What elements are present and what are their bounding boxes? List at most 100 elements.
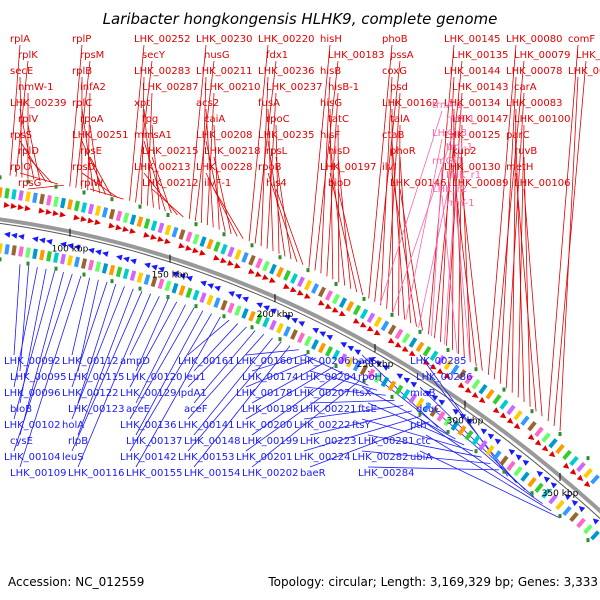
forward-gene-leader-line [19, 76, 23, 178]
forward-gene-leader-line [266, 92, 277, 249]
forward-gene-label: LHK_00100 [514, 114, 570, 125]
reverse-gene-arrow [403, 377, 411, 384]
forward-gene-leader-line [329, 108, 334, 280]
forward-gene-leader-line [19, 108, 35, 180]
forward-gene-leader-line [457, 124, 463, 354]
reverse-gene-arrow [438, 399, 446, 406]
reverse-gene-label: LHK_00284 [358, 468, 414, 479]
reverse-gene-leader-line [77, 284, 117, 404]
reverse-gene-label: cysE [10, 436, 33, 447]
forward-gene-label: psd [390, 82, 408, 93]
forward-gene-leader-line [213, 156, 232, 235]
forward-function-block [366, 312, 376, 324]
forward-gene-arrow [52, 210, 59, 217]
reverse-gene-label: LHK_00137 [126, 436, 182, 447]
forward-gene-leader-line [75, 60, 91, 188]
forward-gene-leader-line [27, 124, 41, 181]
reverse-gene-label: leu1 [184, 372, 206, 383]
reverse-gene-label: aceF [184, 404, 208, 415]
rna-gene-label: LHK_r3 [432, 128, 467, 139]
marker-dot [138, 204, 142, 209]
forward-gene-label: LHK_00252 [134, 34, 190, 45]
reverse-gene-label: LHK_00136 [120, 420, 176, 431]
forward-gene-leader-line [275, 188, 304, 265]
forward-gene-label: coxG [382, 66, 407, 77]
forward-gene-label: metH [506, 162, 533, 173]
reverse-gene-leader-line [245, 375, 352, 452]
reverse-gene-label: rpoH [358, 372, 382, 383]
reverse-gene-arrow [375, 361, 383, 367]
forward-gene-label: infA2 [80, 82, 106, 93]
marker-dot [110, 279, 114, 284]
forward-gene-leader-line [461, 156, 471, 363]
forward-function-block [185, 231, 193, 243]
forward-gene-label: LHK_00146 [390, 178, 446, 189]
reverse-function-block [11, 245, 17, 256]
rna-label-lines [379, 110, 471, 363]
reverse-gene-arrow [158, 266, 165, 273]
reverse-function-block [401, 388, 411, 400]
forward-function-block [11, 189, 17, 200]
reverse-gene-arrow [382, 365, 390, 371]
forward-gene-label: parC [506, 130, 530, 141]
marker-dot [194, 222, 198, 227]
forward-gene-leader-line [143, 140, 166, 212]
forward-gene-leader-line [391, 172, 417, 327]
forward-gene-label: rplW [80, 178, 103, 189]
marker-dot [250, 325, 254, 330]
forward-gene-arrow [324, 303, 332, 309]
forward-gene-leader-line [19, 140, 47, 182]
forward-gene-label: pssA [390, 50, 414, 61]
forward-gene-label: rplB [72, 66, 92, 77]
forward-gene-leader-line [89, 188, 124, 200]
forward-function-block [297, 276, 305, 288]
reverse-gene-leader-line [425, 434, 552, 512]
forward-function-block [178, 229, 186, 240]
forward-gene-arrow [401, 346, 409, 352]
reverse-label-lines [13, 264, 561, 519]
reverse-function-block [87, 259, 95, 271]
forward-gene-leader-line [206, 92, 215, 226]
forward-function-block [555, 443, 565, 455]
forward-function-block [283, 269, 291, 281]
forward-gene-label: LHK_00215 [142, 146, 198, 157]
reverse-function-block [39, 249, 45, 261]
reverse-gene-label: ampD [120, 356, 150, 367]
forward-gene-leader-line [147, 92, 153, 206]
reverse-function-block [576, 517, 586, 529]
forward-gene-arrow [213, 254, 220, 261]
forward-gene-label: LHK_00134 [444, 98, 500, 109]
forward-gene-arrow [192, 247, 199, 254]
marker-dot [530, 491, 534, 496]
reverse-gene-leader-line [419, 418, 543, 505]
marker-dot [82, 190, 86, 195]
forward-gene-arrow [150, 233, 157, 240]
forward-gene-arrow [143, 231, 150, 238]
reverse-function-block [324, 346, 334, 357]
forward-function-block [394, 328, 404, 340]
forward-gene-label: LHK_00147 [452, 114, 508, 125]
forward-gene-label: LHK_00283 [134, 66, 190, 77]
forward-function-block [534, 426, 544, 437]
marker-dot [166, 212, 170, 217]
reverse-function-block [46, 251, 52, 262]
forward-gene-leader-line [517, 124, 525, 398]
forward-gene-arrow [576, 474, 584, 481]
forward-function-block [150, 220, 158, 232]
reverse-gene-label: LHK_00201 [236, 452, 292, 463]
reverse-gene-label: LHK_00102 [4, 420, 60, 431]
reverse-function-block [115, 266, 123, 278]
forward-gene-arrow [499, 412, 507, 419]
marker-dot [502, 387, 506, 392]
feature-tracks [0, 175, 600, 543]
reverse-function-block [534, 482, 544, 493]
reverse-gene-leader-line [187, 319, 230, 356]
reverse-gene-label: leuS [62, 452, 84, 463]
forward-gene-leader-line [89, 124, 101, 194]
forward-gene-label: fpg [142, 114, 158, 125]
reverse-gene-label: LHK_00281 [358, 436, 414, 447]
marker-dot [586, 538, 590, 543]
marker-dot [0, 257, 2, 262]
forward-gene-arrow [569, 468, 577, 475]
forward-gene-arrow [331, 306, 339, 313]
